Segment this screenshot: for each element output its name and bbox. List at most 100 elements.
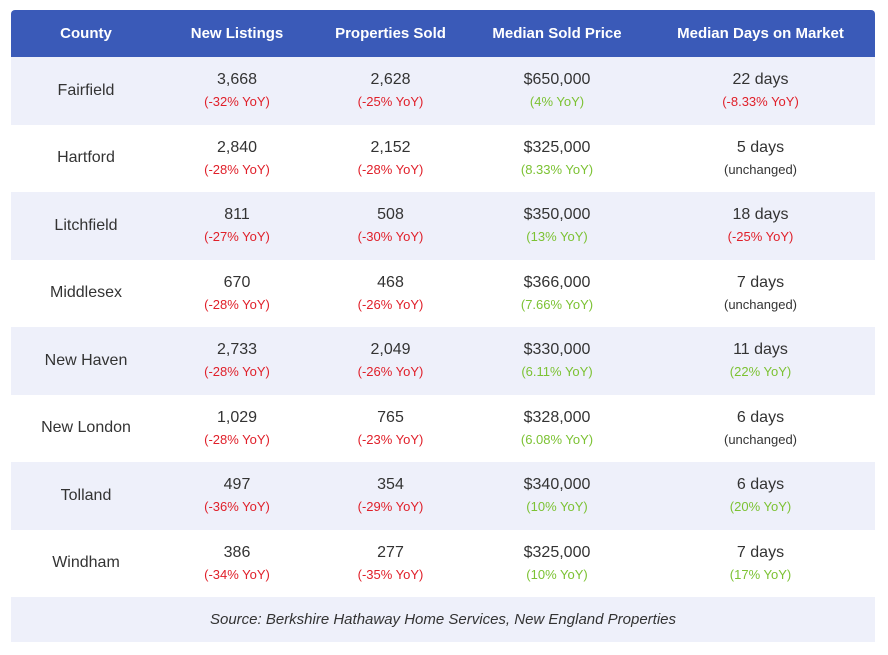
median-sold-price-cell: $330,000 (6.11% YoY) <box>468 327 646 395</box>
table-row: New London 1,029 (-28% YoY) 765 (-23% YoY) $3… <box>11 394 875 462</box>
new-listings-value: 3,668 <box>216 71 258 89</box>
properties-sold-value: 508 <box>377 206 404 224</box>
median-sold-price-cell: $340,000 (10% YoY) <box>468 462 646 530</box>
new-listings-cell: 811 (-27% YoY) <box>161 192 313 260</box>
table-row: Litchfield 811 (-27% YoY) 508 (-30% YoY) $350… <box>11 192 875 260</box>
county-cell: New Haven <box>11 327 161 395</box>
new-listings-value: 2,840 <box>216 138 258 156</box>
header-median-days-on-market: Median Days on Market <box>646 10 875 57</box>
county-cell: New London <box>11 394 161 462</box>
median-sold-price-value: $340,000 <box>523 476 591 494</box>
median-days-on-market-cell: 6 days (unchanged) <box>646 394 875 462</box>
new-listings-yoy-change: (-28% YoY) <box>204 161 270 177</box>
table-row: Tolland 497 (-36% YoY) 354 (-29% YoY) $340,00… <box>11 462 875 530</box>
properties-sold-cell: 277 (-35% YoY) <box>313 529 468 597</box>
median-days-on-market-yoy-change: (17% YoY) <box>729 566 792 582</box>
county-cell: Windham <box>11 529 161 597</box>
median-sold-price-yoy-change: (6.08% YoY) <box>520 431 594 447</box>
median-days-on-market-cell: 11 days (22% YoY) <box>646 327 875 395</box>
table-body: Fairfield 3,668 (-32% YoY) 2,628 (-25% YoY) $… <box>11 57 875 642</box>
median-days-on-market-cell: 5 days (unchanged) <box>646 124 875 192</box>
new-listings-cell: 1,029 (-28% YoY) <box>161 394 313 462</box>
table-header: County New Listings Properties Sold Medi… <box>11 10 875 57</box>
properties-sold-cell: 2,152 (-28% YoY) <box>313 124 468 192</box>
properties-sold-cell: 508 (-30% YoY) <box>313 192 468 260</box>
median-sold-price-cell: $328,000 (6.08% YoY) <box>468 394 646 462</box>
median-sold-price-yoy-change: (13% YoY) <box>526 229 588 245</box>
properties-sold-yoy-change: (-26% YoY) <box>357 296 424 312</box>
median-days-on-market-cell: 6 days (20% YoY) <box>646 462 875 530</box>
new-listings-yoy-change: (-28% YoY) <box>204 431 270 447</box>
median-days-on-market-yoy-change: (unchanged) <box>724 431 797 447</box>
new-listings-cell: 386 (-34% YoY) <box>161 529 313 597</box>
new-listings-value: 811 <box>224 206 250 224</box>
new-listings-yoy-change: (-27% YoY) <box>204 229 270 245</box>
new-listings-cell: 670 (-28% YoY) <box>161 259 313 327</box>
new-listings-value: 670 <box>223 273 251 291</box>
median-days-on-market-yoy-change: (20% YoY) <box>729 499 792 515</box>
table-row: Hartford 2,840 (-28% YoY) 2,152 (-28% YoY) $3… <box>11 124 875 192</box>
table-row: Middlesex 670 (-28% YoY) 468 (-26% YoY) $366,… <box>11 259 875 327</box>
median-days-on-market-value: 22 days <box>732 71 789 89</box>
header-median-sold-price: Median Sold Price <box>468 10 646 57</box>
median-sold-price-value: $328,000 <box>523 408 591 426</box>
header-new-listings: New Listings <box>161 10 313 57</box>
median-days-on-market-value: 7 days <box>736 273 785 291</box>
county-cell: Hartford <box>11 124 161 192</box>
new-listings-cell: 2,733 (-28% YoY) <box>161 327 313 395</box>
median-sold-price-cell: $350,000 (13% YoY) <box>468 192 646 260</box>
median-days-on-market-value: 18 days <box>732 206 789 224</box>
table-row: Windham 386 (-34% YoY) 277 (-35% YoY) $325,00… <box>11 529 875 597</box>
properties-sold-yoy-change: (-30% YoY) <box>357 229 424 245</box>
properties-sold-cell: 2,628 (-25% YoY) <box>313 57 468 125</box>
median-sold-price-yoy-change: (4% YoY) <box>529 94 585 110</box>
county-cell: Tolland <box>11 462 161 530</box>
new-listings-cell: 497 (-36% YoY) <box>161 462 313 530</box>
median-sold-price-yoy-change: (7.66% YoY) <box>520 296 594 312</box>
median-sold-price-cell: $366,000 (7.66% YoY) <box>468 259 646 327</box>
county-cell: Fairfield <box>11 57 161 125</box>
properties-sold-value: 2,152 <box>370 138 411 156</box>
source-note: Source: Berkshire Hathaway Home Services… <box>11 597 875 642</box>
properties-sold-cell: 765 (-23% YoY) <box>313 394 468 462</box>
median-days-on-market-cell: 7 days (unchanged) <box>646 259 875 327</box>
new-listings-yoy-change: (-32% YoY) <box>204 94 270 110</box>
median-sold-price-value: $330,000 <box>523 341 591 359</box>
median-days-on-market-cell: 7 days (17% YoY) <box>646 529 875 597</box>
median-sold-price-cell: $325,000 (8.33% YoY) <box>468 124 646 192</box>
new-listings-yoy-change: (-34% YoY) <box>204 566 270 582</box>
median-days-on-market-yoy-change: (-25% YoY) <box>727 229 794 245</box>
median-sold-price-yoy-change: (10% YoY) <box>526 566 588 582</box>
median-days-on-market-yoy-change: (unchanged) <box>724 296 797 312</box>
median-sold-price-value: $650,000 <box>523 71 591 89</box>
new-listings-cell: 2,840 (-28% YoY) <box>161 124 313 192</box>
new-listings-value: 497 <box>223 476 251 494</box>
properties-sold-cell: 2,049 (-26% YoY) <box>313 327 468 395</box>
median-sold-price-yoy-change: (8.33% YoY) <box>520 161 594 177</box>
median-days-on-market-yoy-change: (unchanged) <box>724 161 797 177</box>
median-days-on-market-value: 11 days <box>733 341 788 359</box>
properties-sold-yoy-change: (-25% YoY) <box>357 94 424 110</box>
properties-sold-value: 2,628 <box>370 71 411 89</box>
header-properties-sold: Properties Sold <box>313 10 468 57</box>
properties-sold-cell: 354 (-29% YoY) <box>313 462 468 530</box>
median-sold-price-cell: $650,000 (4% YoY) <box>468 57 646 125</box>
new-listings-yoy-change: (-36% YoY) <box>204 499 270 515</box>
properties-sold-value: 765 <box>377 408 404 426</box>
median-sold-price-yoy-change: (6.11% YoY) <box>521 364 593 380</box>
properties-sold-yoy-change: (-28% YoY) <box>357 161 424 177</box>
properties-sold-yoy-change: (-29% YoY) <box>357 499 424 515</box>
properties-sold-cell: 468 (-26% YoY) <box>313 259 468 327</box>
median-sold-price-value: $325,000 <box>523 543 591 561</box>
new-listings-value: 2,733 <box>216 341 258 359</box>
properties-sold-yoy-change: (-23% YoY) <box>357 431 424 447</box>
properties-sold-value: 468 <box>377 273 404 291</box>
properties-sold-value: 277 <box>377 543 404 561</box>
median-days-on-market-value: 6 days <box>736 476 785 494</box>
table-row: New Haven 2,733 (-28% YoY) 2,049 (-26% YoY) $… <box>11 327 875 395</box>
county-cell: Litchfield <box>11 192 161 260</box>
source-row: Source: Berkshire Hathaway Home Services… <box>11 597 875 642</box>
median-days-on-market-value: 6 days <box>736 408 785 426</box>
new-listings-yoy-change: (-28% YoY) <box>204 296 270 312</box>
header-county: County <box>11 10 161 57</box>
